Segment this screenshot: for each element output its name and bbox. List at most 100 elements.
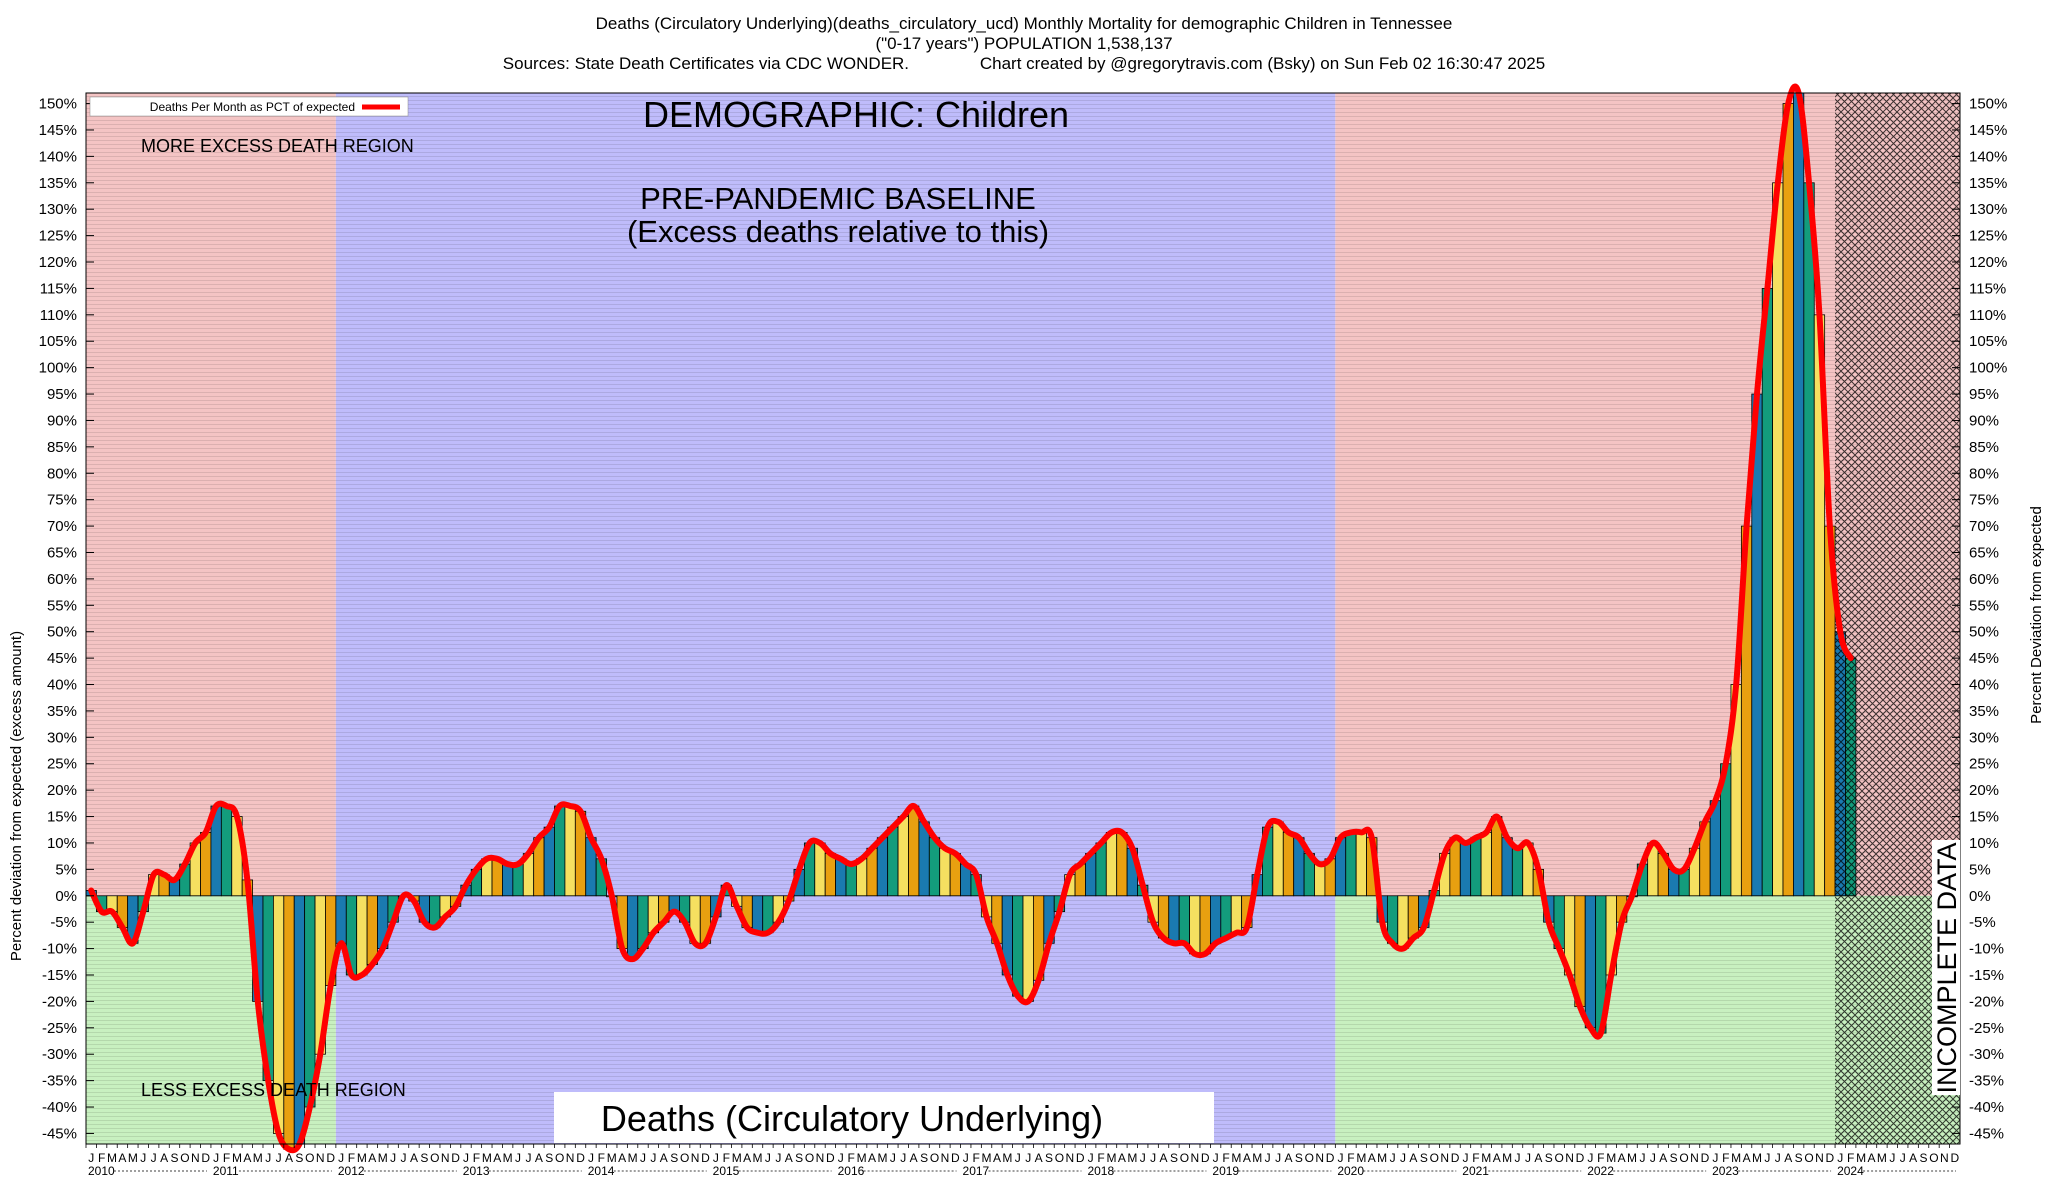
less-excess-annotation: LESS EXCESS DEATH REGION <box>141 1080 406 1100</box>
year-label: 2011 <box>213 1164 239 1178</box>
y-tick-label: 25% <box>1969 756 1999 773</box>
y-tick-label: 130% <box>1969 201 2007 218</box>
y-tick-label: 45% <box>47 650 77 667</box>
y-tick-label: 110% <box>1969 307 2006 324</box>
y-tick-label: 90% <box>47 412 77 429</box>
month-label: J <box>1639 1151 1645 1165</box>
y-tick-label: 135% <box>1969 175 2007 192</box>
month-label: J <box>650 1151 656 1165</box>
month-label: D <box>826 1151 835 1165</box>
bar <box>1168 895 1180 944</box>
y-tick-label: -5% <box>50 914 77 931</box>
y-tick-label: 90% <box>1969 412 1999 429</box>
year-label: 2017 <box>963 1164 990 1178</box>
y-tick-label: -10% <box>42 941 77 958</box>
month-label: M <box>1731 1151 1741 1165</box>
month-label: N <box>1690 1151 1699 1165</box>
y-tick-label: 45% <box>1969 650 1999 667</box>
month-label: M <box>1106 1151 1116 1165</box>
month-label: N <box>1940 1151 1949 1165</box>
month-label: J <box>1390 1151 1396 1165</box>
month-label: A <box>1534 1151 1542 1165</box>
y-tick-label: 120% <box>1969 254 2007 271</box>
month-label: M <box>1377 1151 1387 1165</box>
month-label: M <box>503 1151 513 1165</box>
month-label: O <box>180 1151 189 1165</box>
month-label: N <box>1440 1151 1449 1165</box>
month-label: J <box>1140 1151 1146 1165</box>
month-label: J <box>588 1151 594 1165</box>
month-label: M <box>1627 1151 1637 1165</box>
month-label: J <box>1015 1151 1021 1165</box>
year-label: 2024 <box>1837 1164 1864 1178</box>
y-axis-right: -45% -40% -35% -30% -25% -20% -15% -10% -5% 0% 5% 1… <box>1952 96 2007 1142</box>
year-label: 2012 <box>338 1164 365 1178</box>
y-tick-label: 115% <box>40 280 77 297</box>
month-label: J <box>265 1151 271 1165</box>
month-label: A <box>285 1151 293 1165</box>
month-label: J <box>1025 1151 1031 1165</box>
month-label: J <box>515 1151 521 1165</box>
bar <box>1345 831 1357 897</box>
y-tick-label: -5% <box>1969 914 1996 931</box>
y-tick-label: 60% <box>47 571 77 588</box>
month-label: D <box>1950 1151 1959 1165</box>
year-label: 2015 <box>713 1164 740 1178</box>
y-tick-label: 80% <box>1969 465 1999 482</box>
bar <box>1272 821 1284 897</box>
month-label: S <box>1170 1151 1178 1165</box>
month-label: J <box>276 1151 282 1165</box>
month-label: M <box>732 1151 742 1165</box>
bar <box>220 805 233 897</box>
month-label: A <box>243 1151 251 1165</box>
month-label: M <box>1002 1151 1012 1165</box>
bar <box>1314 863 1326 897</box>
y-tick-label: 85% <box>47 439 77 456</box>
y-tick-label: 65% <box>1969 544 1999 561</box>
month-label: J <box>463 1151 469 1165</box>
month-label: A <box>868 1151 876 1165</box>
bar <box>824 853 837 897</box>
month-label: M <box>1502 1151 1512 1165</box>
trend-line <box>88 83 1854 1154</box>
month-label: O <box>1055 1151 1064 1165</box>
month-label: S <box>1045 1151 1053 1165</box>
more-excess-annotation: MORE EXCESS DEATH REGION <box>141 136 414 156</box>
y-tick-label: 150% <box>1969 96 2007 113</box>
month-label: D <box>326 1151 335 1165</box>
month-label: F <box>98 1151 105 1165</box>
month-label: J <box>1088 1151 1094 1165</box>
month-label: S <box>420 1151 428 1165</box>
month-label: J <box>765 1151 771 1165</box>
y-tick-label: -35% <box>42 1073 77 1090</box>
y-tick-label: -20% <box>42 993 77 1010</box>
y-tick-label: -40% <box>42 1099 77 1116</box>
bar <box>335 895 347 944</box>
month-label: A <box>993 1151 1001 1165</box>
bar <box>512 863 524 897</box>
month-label: F <box>598 1151 605 1165</box>
month-label: A <box>1409 1151 1417 1165</box>
y-tick-label: 15% <box>47 809 77 826</box>
y-tick-label: 105% <box>1969 333 2007 350</box>
month-label: D <box>1201 1151 1210 1165</box>
month-label: N <box>441 1151 450 1165</box>
month-label: M <box>357 1151 367 1165</box>
month-label: J <box>1837 1151 1843 1165</box>
month-label: S <box>920 1151 928 1165</box>
month-label: S <box>1795 1151 1803 1165</box>
y-tick-label: -40% <box>1969 1099 2004 1116</box>
month-label: O <box>430 1151 439 1165</box>
month-label: S <box>1670 1151 1678 1165</box>
month-label: J <box>713 1151 719 1165</box>
month-label: J <box>890 1151 896 1165</box>
y-tick-label: 80% <box>47 465 77 482</box>
month-label: J <box>1764 1151 1770 1165</box>
month-label: A <box>910 1151 918 1165</box>
y-tick-label: 135% <box>39 175 77 192</box>
bar <box>1199 895 1211 955</box>
legend-box <box>89 96 409 117</box>
month-label: A <box>1867 1151 1875 1165</box>
month-label: M <box>1856 1151 1866 1165</box>
